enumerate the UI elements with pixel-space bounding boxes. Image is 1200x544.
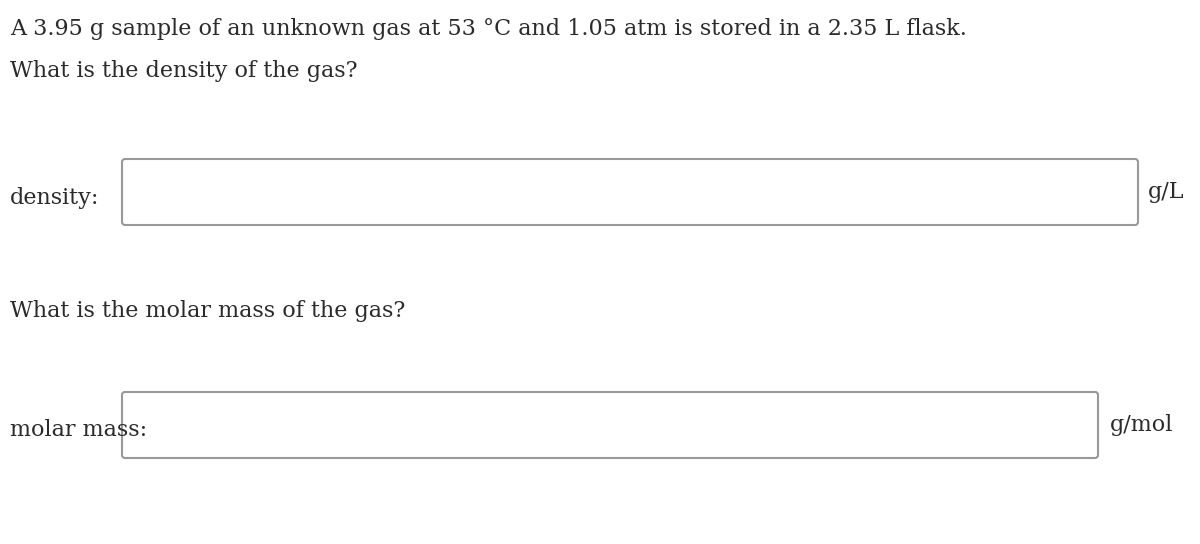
FancyBboxPatch shape [122, 159, 1138, 225]
Text: g/L: g/L [1148, 181, 1184, 203]
Text: molar mass:: molar mass: [10, 419, 148, 441]
Text: density:: density: [10, 187, 100, 209]
Text: What is the molar mass of the gas?: What is the molar mass of the gas? [10, 300, 406, 322]
Text: g/mol: g/mol [1110, 414, 1174, 436]
FancyBboxPatch shape [122, 392, 1098, 458]
Text: What is the density of the gas?: What is the density of the gas? [10, 60, 358, 82]
Text: A 3.95 g sample of an unknown gas at 53 °C and 1.05 atm is stored in a 2.35 L fl: A 3.95 g sample of an unknown gas at 53 … [10, 18, 967, 40]
